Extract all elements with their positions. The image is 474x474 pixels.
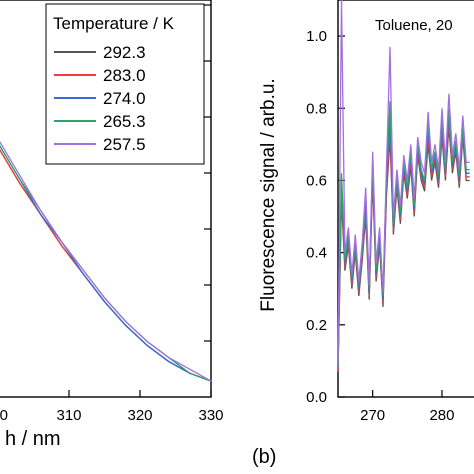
panel-b-x-tick-label: 280: [429, 407, 454, 424]
panel-b-series-line: [337, 115, 470, 369]
panel-b-y-tick-label: 0.6: [306, 172, 327, 189]
panel-b-annotation: Toluene, 20: [375, 17, 453, 34]
panel-a-series-line: [0, 144, 212, 382]
legend-title: Temperature / K: [53, 14, 175, 33]
panel-a-frame: [0, 0, 212, 398]
legend-label: 257.5: [103, 135, 146, 154]
panel-b-y-tick-label: 0.4: [306, 245, 327, 262]
panel-b-series: [337, 0, 470, 372]
panel-a: 0 310 320 330 h / nm Temperature / K 292.3 2…: [0, 0, 224, 450]
legend-box: [45, 3, 205, 165]
panel-b-label: (b): [252, 446, 276, 468]
panel-a-series-line: [0, 148, 212, 382]
legend-label: 274.0: [103, 89, 146, 108]
panel-b-y-tick-label: 0.0: [306, 389, 327, 406]
panel-a-series-line: [0, 148, 212, 382]
legend-label: 283.0: [103, 66, 146, 85]
panel-a-x-tick-label: 0: [0, 407, 8, 424]
panel-a-x-tick-label: 330: [198, 407, 223, 424]
legend-label: 265.3: [103, 112, 146, 131]
panel-a-x-axis-label: h / nm: [5, 428, 61, 450]
panel-b-ticks: 0.0 0.2 0.4 0.6 0.8 1.0 270 280: [306, 28, 454, 424]
panel-b-y-tick-label: 1.0: [306, 28, 327, 45]
panel-a-series-line: [0, 144, 212, 382]
panel-b-x-tick-label: 270: [360, 407, 385, 424]
panel-b-y-tick-label: 0.8: [306, 100, 327, 117]
panel-a-legend: Temperature / K 292.3 283.0 274.0 265.3 257.…: [45, 3, 205, 165]
panel-a-x-tick-label: 320: [127, 407, 152, 424]
panel-b-y-tick-label: 0.2: [306, 317, 327, 334]
panel-a-series: [0, 140, 212, 382]
panel-a-ticks: 0 310 320 330: [0, 4, 224, 424]
panel-b-series-line: [337, 0, 470, 365]
legend-label: 292.3: [103, 43, 146, 62]
panel-a-series-line: [0, 140, 212, 382]
panel-b-y-axis-label: Fluorescence signal / arb.u.: [258, 78, 279, 311]
panel-a-x-tick-label: 310: [56, 407, 81, 424]
panel-b: 0.0 0.2 0.4 0.6 0.8 1.0 270 280 Toluene, 20 Flu…: [252, 0, 474, 468]
panel-b-frame: [337, 0, 474, 398]
